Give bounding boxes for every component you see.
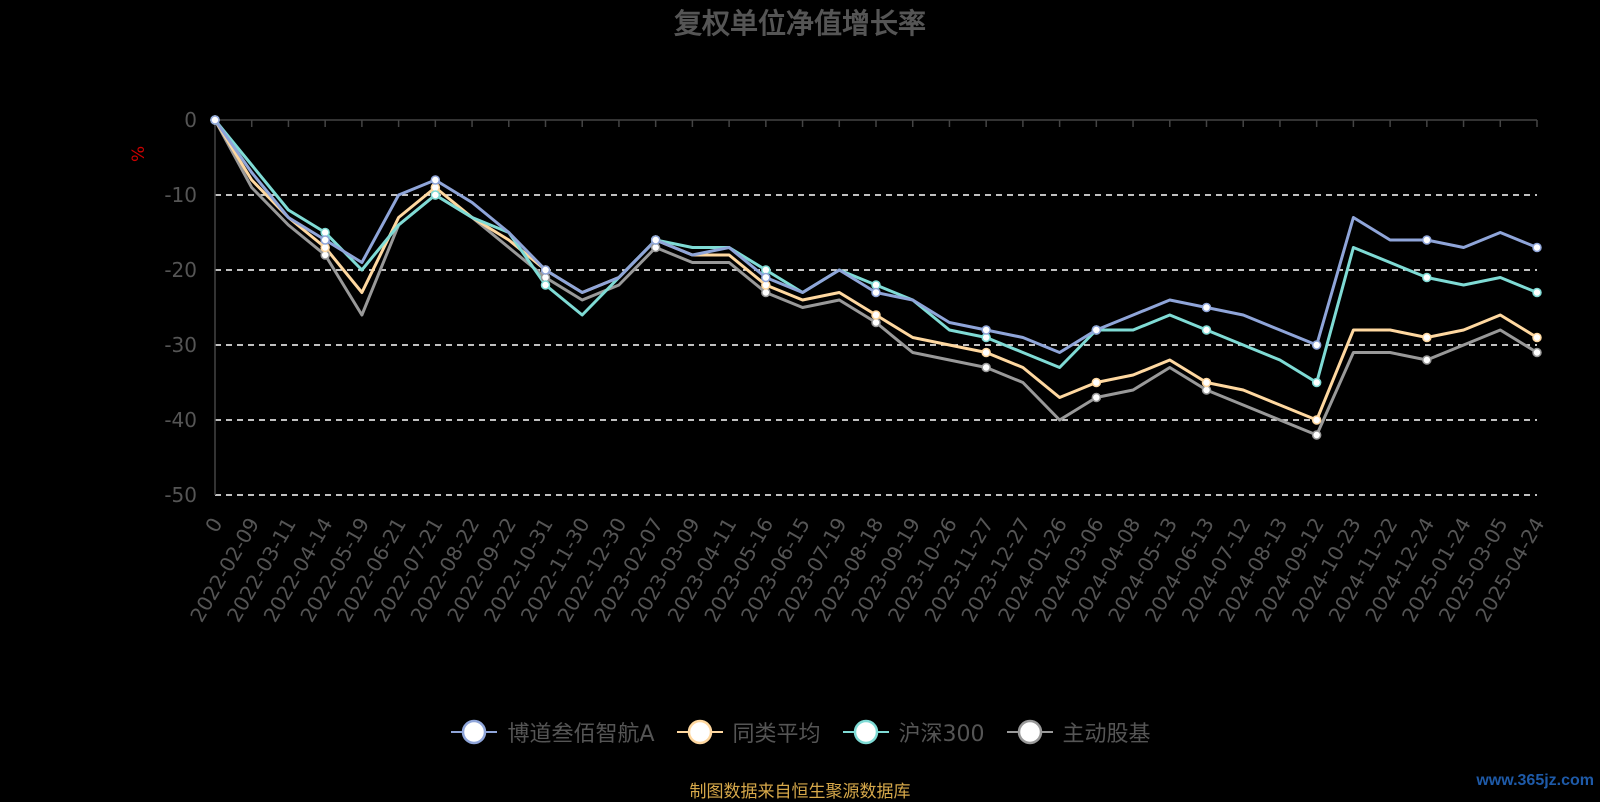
legend-swatch-marker [687,719,712,745]
legend-label: 沪深300 [898,722,985,747]
source-note: 制图数据来自恒生聚源数据库 [689,782,911,802]
legend-item[interactable]: 同类平均 [675,716,821,748]
data-point [1422,355,1432,365]
data-point [430,175,441,185]
series-line [213,119,1538,384]
y-tick-labels: 0 -10 -20 -30 -40 -50 [164,108,197,507]
legend-swatch-marker [853,719,878,745]
data-point [1201,377,1212,388]
y-tick-label: -50 [164,483,197,507]
data-point [1091,392,1102,403]
y-tick-label: -30 [164,333,197,357]
legend-item[interactable]: 博道叁佰智航A [449,716,655,748]
legend-item[interactable]: 沪深300 [841,716,985,748]
data-point [1532,332,1542,343]
y-tick-label: 0 [184,108,197,132]
legend-swatch [676,719,723,745]
data-point [871,287,881,298]
legend-item[interactable]: 主动股基 [1005,716,1151,748]
legend-swatch-marker [1017,719,1042,745]
data-point [761,272,771,283]
data-point [1532,287,1542,298]
legend-swatch-marker [462,719,487,745]
watermark: www.365jz.com [1476,772,1594,789]
series-line [213,119,1538,437]
data-point [540,280,551,290]
legend-swatch [451,719,498,745]
data-point [430,190,441,200]
data-point [1311,340,1322,350]
data-point [981,325,991,335]
legend-swatch [842,719,889,745]
data-point [540,265,551,275]
x-tick-label: 0 [200,514,227,537]
data-point [1311,377,1322,388]
data-point [650,235,661,245]
data-point [1422,332,1432,343]
data-point [1201,325,1212,335]
chart-title: 复权单位净值增长率 [673,7,926,40]
grid-lines [215,194,1537,496]
data-point [981,347,991,358]
y-tick-label: -40 [164,408,197,432]
y-tick-label: -10 [164,183,197,207]
data-point [871,310,881,320]
data-point [1532,242,1542,253]
y-axis-label: % [129,146,149,162]
legend-label: 博道叁佰智航A [507,722,655,747]
axes [214,119,1538,495]
data-point [210,115,220,125]
data-point [1091,325,1102,335]
chart-legend: 博道叁佰智航A 同类平均 沪深300 主动股基 [0,716,1600,748]
data-point [1201,302,1212,313]
data-point [1091,377,1102,388]
data-point [1532,347,1542,358]
data-point [1311,415,1322,425]
data-point [1422,272,1432,283]
legend-label: 主动股基 [1062,722,1151,747]
series-lines [213,119,1538,437]
data-point [1422,235,1432,245]
y-tick-label: -20 [164,258,197,282]
legend-swatch [1006,719,1053,745]
data-point [981,362,991,373]
series-points [210,115,1542,440]
data-point [1311,430,1322,440]
data-point [320,235,330,245]
x-tick-labels: 02022-02-092022-03-112022-04-142022-05-1… [185,513,1549,626]
legend-label: 同类平均 [732,722,821,747]
